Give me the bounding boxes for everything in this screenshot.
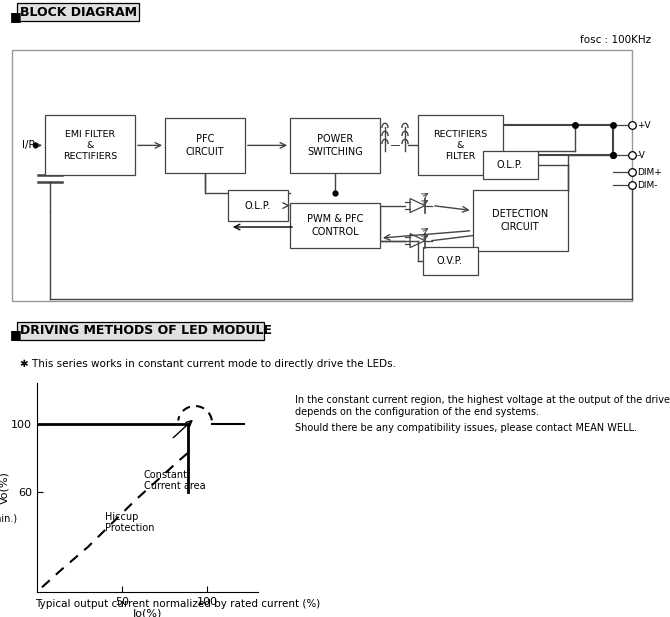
Text: EMI FILTER
&
RECTIFIERS: EMI FILTER & RECTIFIERS [63,130,117,161]
FancyBboxPatch shape [17,3,139,21]
Bar [165,118,245,173]
Text: PFC
CIRCUIT: PFC CIRCUIT [186,134,224,157]
Text: DIM+: DIM+ [637,168,662,177]
Text: Hiccup
Protection: Hiccup Protection [105,511,154,533]
Text: DRIVING METHODS OF LED MODULE: DRIVING METHODS OF LED MODULE [20,325,272,337]
Text: Constant
Current area: Constant Current area [144,470,206,491]
Bar [417,115,502,175]
Text: RECTIFIERS
&
FILTER: RECTIFIERS & FILTER [433,130,487,161]
Bar [472,191,567,251]
X-axis label: Io(%): Io(%) [133,608,162,617]
Bar [228,191,288,221]
Bar [45,115,135,175]
Y-axis label: Vo(%): Vo(%) [0,471,9,504]
Bar [290,118,380,173]
Text: O.L.P.: O.L.P. [245,201,271,210]
Text: ■: ■ [10,10,21,23]
Text: I/P: I/P [22,141,35,151]
Text: O.L.P.: O.L.P. [497,160,523,170]
Bar [290,203,380,248]
Text: Should there be any compatibility issues, please contact MEAN WELL.: Should there be any compatibility issues… [295,423,637,433]
Bar [482,151,537,180]
Bar [12,50,632,301]
Text: DETECTION
CIRCUIT: DETECTION CIRCUIT [492,209,548,232]
Text: PWM & PFC
CONTROL: PWM & PFC CONTROL [307,214,363,237]
Text: fosc : 100KHz: fosc : 100KHz [580,35,651,45]
Text: DIM-: DIM- [637,181,657,190]
Text: Typical output current normalized by rated current (%): Typical output current normalized by rat… [35,599,320,609]
Text: ■: ■ [10,328,21,341]
Text: -V: -V [637,151,646,160]
Text: +V: +V [637,121,651,130]
Text: O.V.P.: O.V.P. [437,255,463,266]
Text: depends on the configuration of the end systems.: depends on the configuration of the end … [295,407,539,417]
Text: (min.): (min.) [0,514,17,524]
FancyBboxPatch shape [17,322,264,340]
Text: ✱ This series works in constant current mode to directly drive the LEDs.: ✱ This series works in constant current … [20,359,396,369]
Text: In the constant current region, the highest voltage at the output of the driver: In the constant current region, the high… [295,395,670,405]
Text: POWER
SWITCHING: POWER SWITCHING [307,134,363,157]
Text: BLOCK DIAGRAM: BLOCK DIAGRAM [20,6,137,19]
Bar [423,247,478,275]
